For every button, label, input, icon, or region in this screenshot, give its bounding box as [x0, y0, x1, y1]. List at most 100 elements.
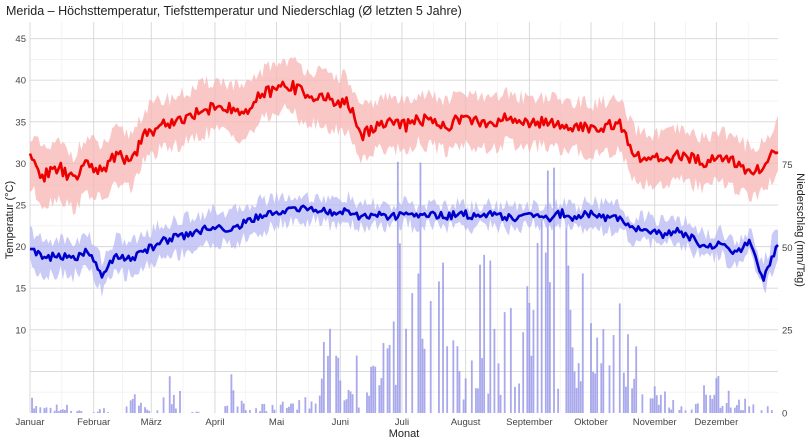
x-tick-label: August: [451, 417, 481, 428]
precip-bar: [349, 391, 352, 413]
x-tick-label: Mai: [269, 417, 284, 428]
y-tick-labels: 10 15 20 25 30 35 40 45: [15, 34, 26, 336]
precip-bar: [690, 409, 693, 413]
precip-bar: [553, 167, 555, 413]
precip-bar: [318, 395, 321, 413]
precip-bar: [631, 388, 633, 413]
precip-bar: [592, 371, 594, 413]
precip-bar: [670, 409, 673, 413]
precip-bar: [503, 312, 506, 413]
precip-bar: [39, 407, 42, 413]
precip-bar: [345, 399, 348, 413]
precip-bar: [458, 371, 461, 413]
precip-bar: [285, 407, 288, 413]
precip-bar: [528, 302, 531, 413]
precip-bar: [55, 404, 58, 413]
precip-bar: [514, 386, 516, 413]
precip-bar: [770, 410, 773, 413]
precip-bar: [279, 404, 282, 413]
precip-bar: [748, 406, 751, 413]
precip-bar: [64, 409, 66, 413]
y2-tick-label: 0: [782, 409, 787, 420]
y-tick-label: 20: [15, 242, 26, 253]
precip-bar: [618, 303, 621, 413]
precip-bar: [573, 371, 576, 413]
precip-bar: [483, 254, 486, 413]
precip-bar: [493, 328, 496, 413]
precip-bar: [224, 406, 227, 413]
x-tick-label: April: [205, 417, 224, 428]
precip-bar: [752, 404, 755, 413]
precip-bar: [579, 381, 582, 413]
precip-bar: [522, 332, 525, 413]
precip-bar: [339, 380, 342, 413]
precip-bar: [368, 395, 370, 413]
precip-bar: [343, 400, 346, 413]
precip-bar: [569, 309, 572, 413]
precip-bar: [59, 409, 62, 413]
precip-bar: [651, 398, 654, 413]
precip-bar: [481, 358, 483, 413]
x-tick-label: Juni: [332, 417, 349, 428]
precip-bar: [452, 340, 455, 413]
precip-bar: [549, 282, 551, 413]
precip-bar: [442, 262, 444, 413]
precip-bar: [659, 394, 662, 413]
precip-bar: [475, 388, 477, 413]
y-tick-label: 30: [15, 159, 26, 170]
precip-bar: [355, 355, 358, 413]
precipitation-bars: [31, 161, 773, 413]
precip-bar: [57, 411, 60, 413]
precip-bar: [304, 397, 307, 413]
precip-bar: [725, 403, 728, 413]
x-axis-title: Monat: [389, 428, 420, 440]
precip-bar: [61, 409, 64, 413]
precip-bar: [265, 411, 268, 413]
precip-bar: [347, 389, 350, 413]
precip-bar: [335, 355, 338, 413]
precip-bar: [98, 409, 101, 413]
precip-bar: [577, 363, 580, 413]
precip-bar: [612, 335, 615, 413]
y-tick-label: 25: [15, 201, 26, 212]
precip-bar: [456, 346, 459, 413]
precip-bar: [557, 388, 560, 413]
precip-bar: [66, 404, 68, 413]
precip-bar: [144, 407, 146, 413]
precip-bar: [664, 391, 666, 413]
precip-bar: [641, 394, 644, 413]
precip-bar: [236, 406, 239, 413]
precip-bar: [131, 398, 134, 413]
precip-bar: [532, 309, 535, 413]
precip-bar: [138, 405, 140, 413]
y-tick-label: 40: [15, 76, 26, 87]
y2-tick-labels: 0 25 50 75: [782, 160, 793, 420]
precip-bar: [308, 408, 311, 413]
precip-bar: [727, 390, 730, 413]
precip-bar: [357, 407, 360, 413]
precip-bar: [470, 360, 473, 413]
precip-bar: [600, 363, 603, 413]
precip-bar: [567, 265, 570, 413]
precip-bar: [766, 406, 769, 413]
precip-bar: [590, 323, 592, 413]
precip-bar: [337, 357, 340, 413]
y-tick-label: 10: [15, 325, 26, 336]
x-tick-label: März: [141, 417, 162, 428]
precip-bar: [518, 383, 520, 413]
precip-bar: [713, 394, 716, 413]
precip-bar: [396, 161, 399, 413]
precip-bar: [394, 384, 397, 413]
y2-tick-label: 75: [782, 160, 793, 171]
precip-bar: [680, 406, 683, 413]
precip-bar: [125, 406, 128, 413]
max-temp-band: [30, 56, 778, 215]
precip-bar: [419, 162, 422, 413]
precip-bar: [411, 293, 414, 413]
precip-bar: [320, 378, 323, 413]
precip-bar: [146, 409, 149, 413]
precip-bar: [175, 408, 177, 413]
precip-bar: [35, 406, 38, 413]
precip-bar: [736, 405, 738, 413]
